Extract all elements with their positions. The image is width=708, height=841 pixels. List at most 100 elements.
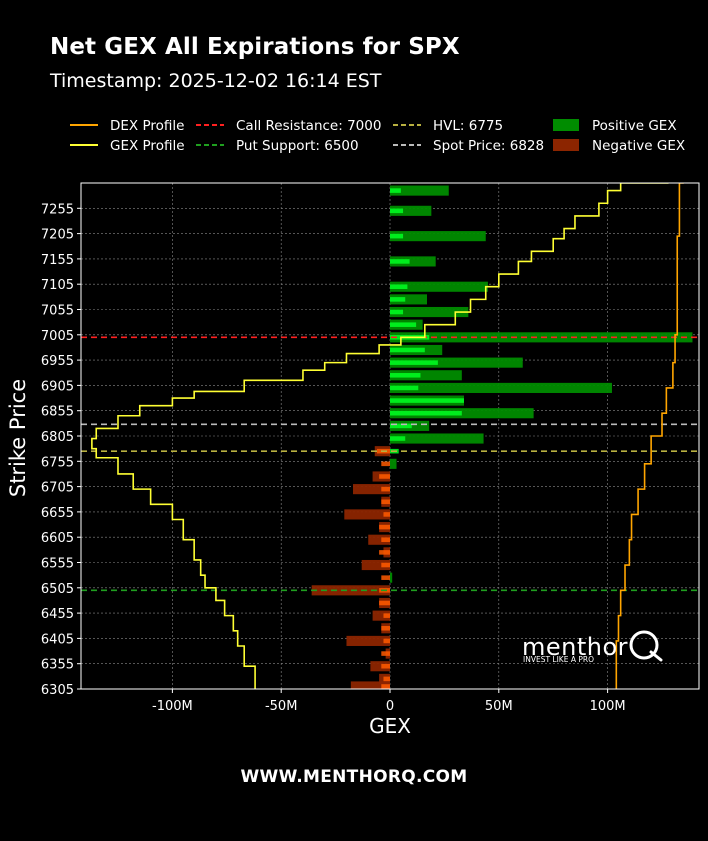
y-tick-label: 6455 (41, 607, 74, 622)
x-tick-label: 100M (590, 699, 626, 714)
expiry-gex-bar (379, 550, 390, 555)
net-gex-bar (390, 572, 393, 583)
legend-swatch (553, 139, 579, 151)
expiry-gex-bar (381, 575, 390, 580)
legend-item: Put Support: 6500 (196, 138, 359, 154)
expiry-gex-bar (390, 385, 419, 391)
x-tick-label: 0 (386, 699, 394, 714)
legend-swatch (553, 119, 579, 131)
gex-profile-line (91, 183, 669, 689)
y-axis-label: Strike Price (6, 379, 30, 497)
expiry-gex-bar (379, 524, 390, 530)
expiry-gex-bar (390, 297, 406, 302)
expiry-gex-bar (390, 259, 410, 264)
y-tick-label: 6555 (41, 557, 74, 572)
y-tick-label: 6805 (41, 430, 74, 445)
y-tick-label: 6655 (41, 506, 74, 521)
y-tick-label: 6505 (41, 582, 74, 597)
net-gex-bar (390, 231, 486, 242)
net-gex-bar (311, 585, 390, 596)
net-gex-bar (370, 661, 390, 672)
y-tick-label: 6355 (41, 658, 74, 673)
plot-area (81, 183, 699, 689)
legend-label: HVL: 6775 (433, 118, 503, 134)
x-tick-label: -50M (265, 699, 297, 714)
expiry-gex-bar (381, 684, 390, 689)
expiry-gex-bar (390, 233, 404, 239)
watermark-q-tail (649, 650, 663, 662)
expiry-gex-bar (390, 436, 406, 441)
expiry-gex-bar (383, 676, 390, 682)
net-gex-bar (390, 382, 612, 393)
legend-item: Spot Price: 6828 (393, 138, 544, 154)
legend-label: Negative GEX (592, 138, 685, 154)
y-tick-label: 7255 (41, 202, 74, 217)
y-tick-label: 6855 (41, 405, 74, 420)
net-gex-bar (361, 559, 390, 571)
y-tick-label: 6305 (41, 683, 74, 698)
y-tick-label: 6755 (41, 455, 74, 470)
y-tick-label: 6705 (41, 481, 74, 496)
legend-item: HVL: 6775 (393, 118, 503, 134)
y-tick-label: 6955 (41, 354, 74, 369)
expiry-gex-bar (383, 512, 390, 517)
expiry-gex-bar (390, 208, 404, 214)
website-footer: WWW.MENTHORQ.COM (240, 767, 468, 787)
expiry-gex-bar (390, 322, 417, 327)
expiry-gex-bar (381, 626, 390, 631)
watermark-brand: menthor (522, 633, 628, 661)
expiry-gex-bar (390, 309, 404, 315)
net-gex-bar (390, 458, 397, 469)
legend-item: DEX Profile (70, 118, 184, 134)
net-gex-bar (350, 681, 390, 689)
expiry-gex-bar (381, 499, 390, 505)
y-tick-label: 7005 (41, 329, 74, 344)
expiry-gex-bar (383, 638, 390, 644)
net-gex-bar (390, 433, 484, 444)
legend-label: Spot Price: 6828 (433, 138, 544, 154)
expiry-gex-bar (390, 360, 438, 365)
expiry-gex-bar (381, 562, 390, 568)
plot-content (81, 183, 699, 689)
chart-title: Net GEX All Expirations for SPX (50, 34, 460, 60)
timestamp-subtitle: Timestamp: 2025-12-02 16:14 EST (50, 70, 382, 92)
legend-label: Positive GEX (592, 118, 677, 134)
dex-profile-line (615, 183, 684, 689)
net-gex-bar (344, 509, 390, 520)
expiry-gex-bar (379, 474, 390, 479)
axes: 6305 6355 6405 6455 6505 6555 6605 6655 6705 6755… (6, 182, 700, 738)
legend-item: GEX Profile (70, 138, 185, 154)
y-tick-label: 6605 (41, 531, 74, 546)
legend-label: Call Resistance: 7000 (236, 118, 381, 134)
legend-label: DEX Profile (110, 118, 184, 134)
net-gex-bar (368, 534, 390, 545)
expiry-gex-bar (390, 188, 401, 193)
legend-item: Call Resistance: 7000 (196, 118, 381, 134)
legend-label: Put Support: 6500 (236, 138, 359, 154)
expiry-gex-bar (390, 398, 464, 403)
watermark-q-icon (629, 630, 659, 660)
net-gex-bar (390, 306, 469, 318)
legend-item: Negative GEX (553, 138, 685, 154)
x-tick-label: 50M (485, 699, 513, 714)
net-gex-bar (390, 281, 488, 292)
expiry-gex-bar (381, 461, 390, 467)
net-gex-bar (390, 370, 462, 381)
net-gex-bar (390, 294, 427, 305)
legend-item: Positive GEX (553, 118, 677, 134)
x-axis-label: GEX (369, 714, 411, 738)
net-gex-bar (372, 610, 390, 621)
expiry-gex-bar (390, 410, 462, 416)
legend: DEX Profile GEX Profile Call Resistance: 7… (70, 118, 685, 154)
net-gex-bar (390, 256, 436, 267)
net-gex-bar (390, 185, 449, 196)
x-tick-label: -100M (152, 699, 193, 714)
expiry-gex-bar (390, 373, 421, 378)
y-tick-label: 6405 (41, 632, 74, 647)
expiry-gex-bar (381, 663, 390, 669)
y-tick-label: 7105 (41, 278, 74, 293)
expiry-gex-bar (383, 613, 390, 618)
net-gex-bar (390, 205, 432, 216)
